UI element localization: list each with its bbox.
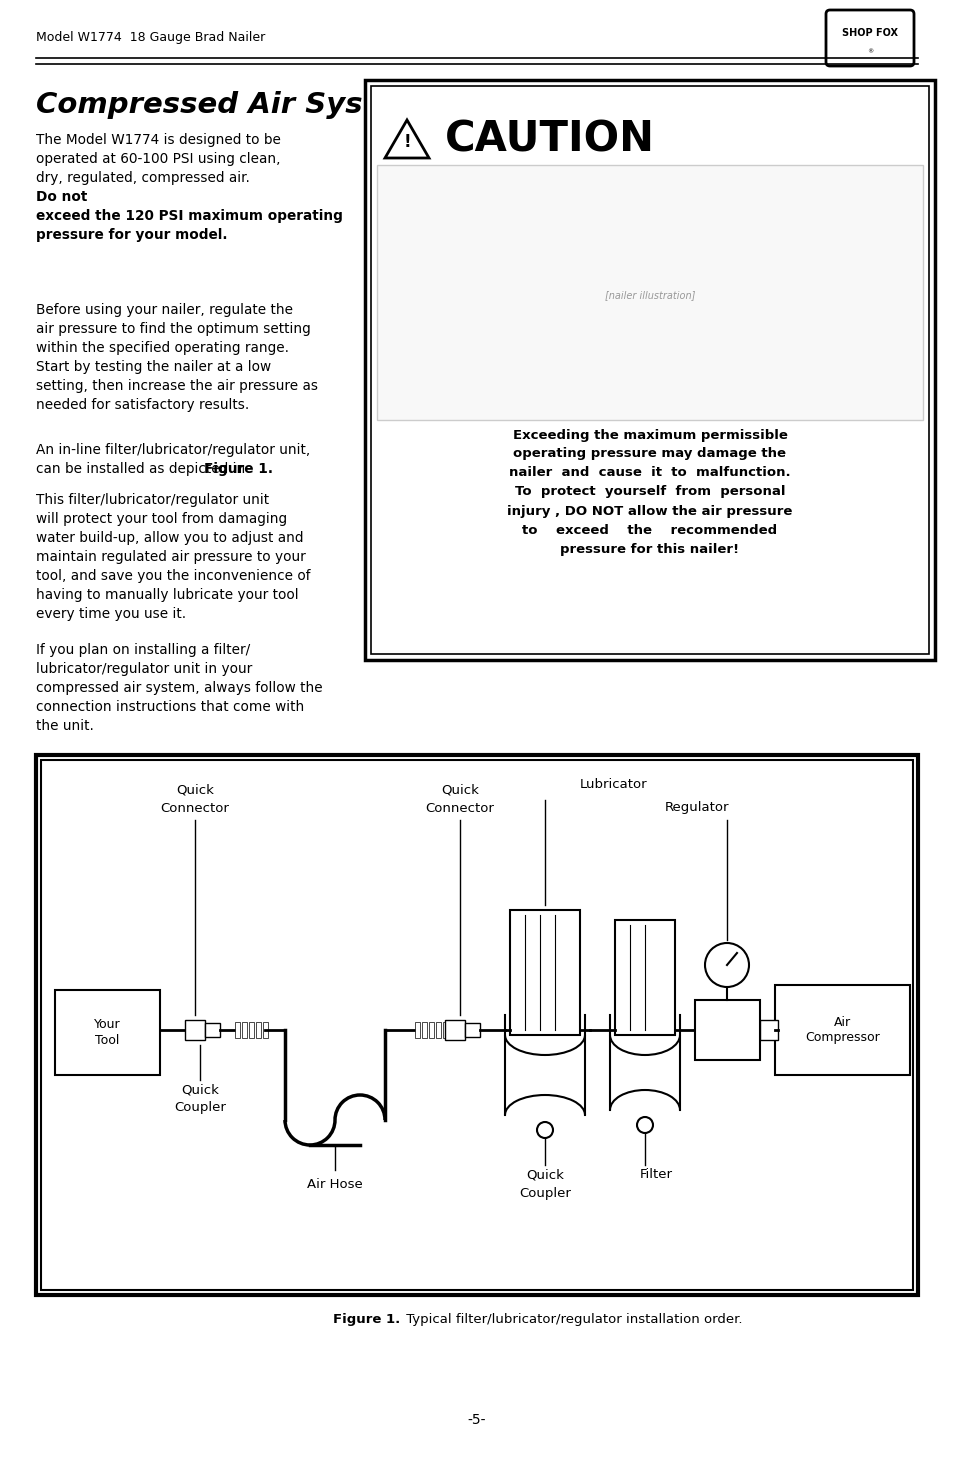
Text: [nailer illustration]: [nailer illustration] xyxy=(604,291,695,299)
Text: Connector: Connector xyxy=(425,801,494,814)
Bar xyxy=(376,165,923,420)
Text: connection instructions that come with: connection instructions that come with xyxy=(36,701,304,714)
Text: compressed air system, always follow the: compressed air system, always follow the xyxy=(36,681,322,695)
Bar xyxy=(55,990,160,1075)
Text: pressure for your model.: pressure for your model. xyxy=(36,229,227,242)
Text: maintain regulated air pressure to your: maintain regulated air pressure to your xyxy=(36,550,305,563)
Text: ®: ® xyxy=(866,50,872,55)
Bar xyxy=(234,1022,240,1038)
Bar xyxy=(774,985,909,1075)
Bar xyxy=(615,920,675,1035)
Bar xyxy=(371,86,928,653)
Text: This filter/lubricator/regulator unit: This filter/lubricator/regulator unit xyxy=(36,493,269,507)
Text: The Model W1774 is designed to be: The Model W1774 is designed to be xyxy=(36,133,280,148)
Text: Exceeding the maximum permissible: Exceeding the maximum permissible xyxy=(512,429,786,441)
Text: Lubricator: Lubricator xyxy=(579,779,647,792)
Text: needed for satisfactory results.: needed for satisfactory results. xyxy=(36,398,249,412)
Bar xyxy=(510,910,579,1035)
Circle shape xyxy=(537,1122,553,1139)
Bar xyxy=(695,1000,760,1061)
Bar xyxy=(242,1022,247,1038)
Bar xyxy=(255,1022,261,1038)
Bar xyxy=(760,1021,778,1040)
Text: having to manually lubricate your tool: having to manually lubricate your tool xyxy=(36,589,298,602)
Text: nailer  and  cause  it  to  malfunction.: nailer and cause it to malfunction. xyxy=(509,466,790,479)
Text: Quick: Quick xyxy=(181,1084,218,1096)
Text: Quick: Quick xyxy=(440,783,478,796)
Text: pressure for this nailer!: pressure for this nailer! xyxy=(559,543,739,556)
Text: Connector: Connector xyxy=(160,801,230,814)
Text: Typical filter/lubricator/regulator installation order.: Typical filter/lubricator/regulator inst… xyxy=(401,1314,741,1326)
Bar xyxy=(41,760,912,1291)
Bar xyxy=(263,1022,268,1038)
Text: Your
Tool: Your Tool xyxy=(94,1019,121,1046)
Text: -5-: -5- xyxy=(467,1413,486,1426)
Text: setting, then increase the air pressure as: setting, then increase the air pressure … xyxy=(36,379,317,392)
Bar xyxy=(36,755,917,1295)
Text: water build-up, allow you to adjust and: water build-up, allow you to adjust and xyxy=(36,531,303,544)
Text: every time you use it.: every time you use it. xyxy=(36,608,186,621)
Text: Regulator: Regulator xyxy=(664,801,729,814)
Text: Do not: Do not xyxy=(36,190,88,204)
Text: Compressed Air System: Compressed Air System xyxy=(36,91,426,119)
Bar xyxy=(249,1022,253,1038)
Text: SHOP FOX: SHOP FOX xyxy=(841,28,897,38)
Bar xyxy=(464,1024,479,1037)
Bar xyxy=(421,1022,427,1038)
Bar xyxy=(429,1022,434,1038)
Text: operated at 60-100 PSI using clean,: operated at 60-100 PSI using clean, xyxy=(36,152,280,167)
Text: Before using your nailer, regulate the: Before using your nailer, regulate the xyxy=(36,302,293,317)
Text: Air Hose: Air Hose xyxy=(307,1179,362,1192)
Text: within the specified operating range.: within the specified operating range. xyxy=(36,341,289,355)
Bar xyxy=(185,1021,205,1040)
Text: air pressure to find the optimum setting: air pressure to find the optimum setting xyxy=(36,322,311,336)
Text: exceed the 120 PSI maximum operating: exceed the 120 PSI maximum operating xyxy=(36,209,342,223)
Text: dry, regulated, compressed air.: dry, regulated, compressed air. xyxy=(36,171,254,184)
Bar xyxy=(205,1024,220,1037)
Polygon shape xyxy=(385,119,429,158)
Bar xyxy=(444,1021,464,1040)
Text: Coupler: Coupler xyxy=(518,1186,570,1199)
Text: !: ! xyxy=(403,133,411,150)
Text: tool, and save you the inconvenience of: tool, and save you the inconvenience of xyxy=(36,569,310,583)
Text: Start by testing the nailer at a low: Start by testing the nailer at a low xyxy=(36,360,271,375)
Text: Quick: Quick xyxy=(525,1168,563,1181)
Bar xyxy=(365,80,934,659)
Text: CAUTION: CAUTION xyxy=(444,119,655,161)
Bar xyxy=(436,1022,440,1038)
Bar xyxy=(442,1022,448,1038)
Text: An in-line filter/lubricator/regulator unit,: An in-line filter/lubricator/regulator u… xyxy=(36,442,310,457)
FancyBboxPatch shape xyxy=(825,10,913,66)
Text: Quick: Quick xyxy=(176,783,213,796)
Circle shape xyxy=(637,1117,652,1133)
Text: the unit.: the unit. xyxy=(36,718,93,733)
Text: operating pressure may damage the: operating pressure may damage the xyxy=(513,447,785,460)
Text: lubricator/regulator unit in your: lubricator/regulator unit in your xyxy=(36,662,252,676)
Text: Coupler: Coupler xyxy=(173,1102,226,1115)
Text: will protect your tool from damaging: will protect your tool from damaging xyxy=(36,512,287,527)
Text: to    exceed    the    recommended: to exceed the recommended xyxy=(522,524,777,537)
Text: Air
Compressor: Air Compressor xyxy=(804,1016,879,1044)
Bar xyxy=(415,1022,419,1038)
Text: can be installed as depicted in: can be installed as depicted in xyxy=(36,462,250,476)
Text: Figure 1.: Figure 1. xyxy=(333,1314,399,1326)
Text: Model W1774  18 Gauge Brad Nailer: Model W1774 18 Gauge Brad Nailer xyxy=(36,31,265,44)
Text: Filter: Filter xyxy=(639,1168,672,1181)
Text: If you plan on installing a filter/: If you plan on installing a filter/ xyxy=(36,643,250,656)
Text: Figure 1.: Figure 1. xyxy=(204,462,273,476)
Text: injury , DO NOT allow the air pressure: injury , DO NOT allow the air pressure xyxy=(507,504,792,518)
Circle shape xyxy=(704,943,748,987)
Text: To  protect  yourself  from  personal: To protect yourself from personal xyxy=(515,485,784,499)
